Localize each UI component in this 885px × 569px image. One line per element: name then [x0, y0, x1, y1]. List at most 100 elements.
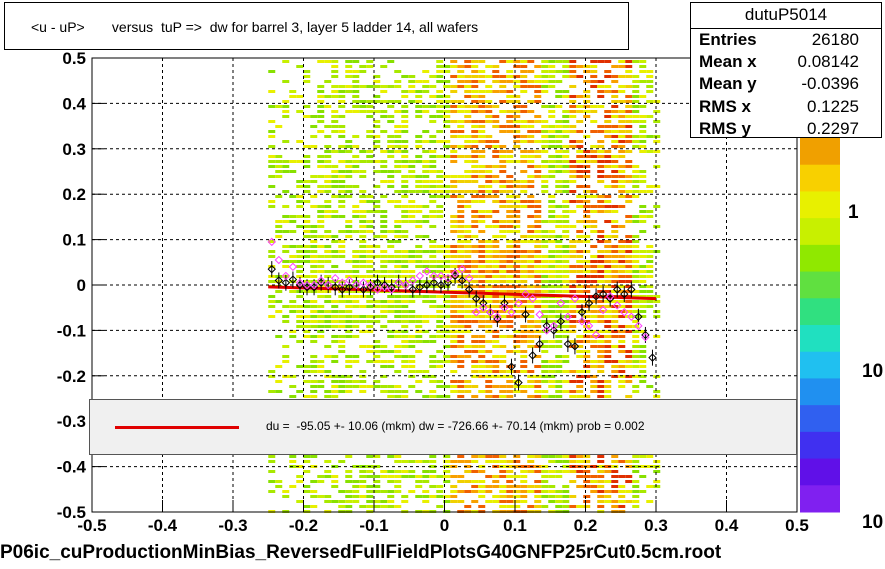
- heatmap-cell: [506, 120, 514, 123]
- heatmap-cell: [317, 155, 325, 158]
- heatmap-cell: [485, 250, 493, 253]
- heatmap-cell: [387, 295, 395, 298]
- heatmap-cell: [415, 350, 423, 353]
- heatmap-cell: [569, 480, 577, 483]
- data-point-black: [613, 285, 622, 294]
- heatmap-cell: [310, 270, 318, 273]
- heatmap-cell: [464, 145, 472, 148]
- heatmap-cell: [604, 495, 612, 498]
- heatmap-cell: [317, 365, 325, 368]
- heatmap-cell: [541, 185, 549, 188]
- heatmap-cell: [366, 325, 374, 328]
- heatmap-cell: [618, 75, 626, 78]
- heatmap-cell: [562, 155, 570, 158]
- x-tick-label: -0.5: [77, 516, 106, 535]
- heatmap-cell: [394, 355, 402, 358]
- heatmap-cell: [422, 215, 430, 218]
- heatmap-cell: [415, 325, 423, 328]
- heatmap-cell: [436, 485, 444, 488]
- heatmap-cell: [450, 135, 458, 138]
- data-point-black: [422, 280, 432, 290]
- heatmap-cell: [548, 205, 556, 208]
- heatmap-cell: [373, 210, 381, 213]
- heatmap-cell: [653, 300, 661, 303]
- data-point-black: [429, 278, 439, 287]
- heatmap-cell: [618, 475, 626, 478]
- heatmap-cell: [583, 205, 591, 208]
- heatmap-cell: [422, 285, 430, 288]
- heatmap-cell: [548, 115, 556, 118]
- heatmap-cell: [548, 135, 556, 138]
- heatmap-cell: [583, 475, 591, 478]
- heatmap-cell: [450, 160, 458, 163]
- heatmap-cell: [345, 320, 353, 323]
- heatmap-cell: [478, 470, 486, 473]
- heatmap-cell: [513, 140, 521, 143]
- heatmap-cell: [478, 490, 486, 493]
- heatmap-cell: [485, 265, 493, 268]
- heatmap-cell: [485, 350, 493, 353]
- heatmap-cell: [380, 130, 388, 133]
- heatmap-cell: [485, 245, 493, 248]
- heatmap-cell: [471, 130, 479, 133]
- heatmap-cell: [506, 150, 514, 153]
- heatmap-cell: [583, 95, 591, 98]
- heatmap-cell: [590, 160, 598, 163]
- heatmap-cell: [520, 80, 528, 83]
- heatmap-cell: [597, 340, 605, 343]
- heatmap-cell: [324, 230, 332, 233]
- heatmap-cell: [366, 360, 374, 363]
- data-point-black: [408, 285, 417, 294]
- heatmap-cell: [576, 370, 584, 373]
- heatmap-cell: [506, 75, 514, 78]
- heatmap-cell: [373, 500, 381, 503]
- heatmap-cell: [268, 300, 276, 303]
- heatmap-cell: [583, 460, 591, 463]
- heatmap-cell: [597, 465, 605, 468]
- heatmap-cell: [394, 475, 402, 478]
- heatmap-cell: [520, 105, 528, 108]
- heatmap-cell: [450, 260, 458, 263]
- heatmap-cell: [394, 310, 402, 313]
- heatmap-cell: [443, 315, 451, 318]
- heatmap-cell: [583, 320, 591, 323]
- heatmap-cell: [317, 85, 325, 88]
- heatmap-cell: [373, 235, 381, 238]
- heatmap-cell: [282, 490, 290, 493]
- heatmap-cell: [597, 505, 605, 508]
- heatmap-cell: [534, 265, 542, 268]
- heatmap-cell: [387, 240, 395, 243]
- heatmap-cell: [324, 105, 332, 108]
- heatmap-cell: [506, 290, 514, 293]
- heatmap-cell: [555, 140, 563, 143]
- heatmap-cell: [338, 255, 346, 258]
- heatmap-cell: [548, 365, 556, 368]
- heatmap-cell: [387, 230, 395, 233]
- heatmap-cell: [555, 250, 563, 253]
- heatmap-cell: [380, 195, 388, 198]
- heatmap-cell: [597, 455, 605, 458]
- heatmap-cell: [485, 175, 493, 178]
- heatmap-cell: [457, 200, 465, 203]
- heatmap-cell: [527, 155, 535, 158]
- heatmap-cell: [282, 245, 290, 248]
- heatmap-cell: [387, 275, 395, 278]
- heatmap-cell: [324, 310, 332, 313]
- heatmap-cell: [555, 505, 563, 508]
- heatmap-cell: [527, 310, 535, 313]
- heatmap-cell: [366, 130, 374, 133]
- heatmap-cell: [338, 205, 346, 208]
- heatmap-cell: [604, 470, 612, 473]
- heatmap-cell: [345, 230, 353, 233]
- heatmap-cell: [513, 245, 521, 248]
- heatmap-cell: [303, 185, 311, 188]
- heatmap-cell: [604, 70, 612, 73]
- heatmap-cell: [282, 495, 290, 498]
- heatmap-cell: [576, 95, 584, 98]
- heatmap-cell: [289, 310, 297, 313]
- heatmap-cell: [478, 320, 486, 323]
- heatmap-cell: [317, 245, 325, 248]
- heatmap-cell: [513, 455, 521, 458]
- heatmap-cell: [464, 300, 472, 303]
- heatmap-cell: [387, 140, 395, 143]
